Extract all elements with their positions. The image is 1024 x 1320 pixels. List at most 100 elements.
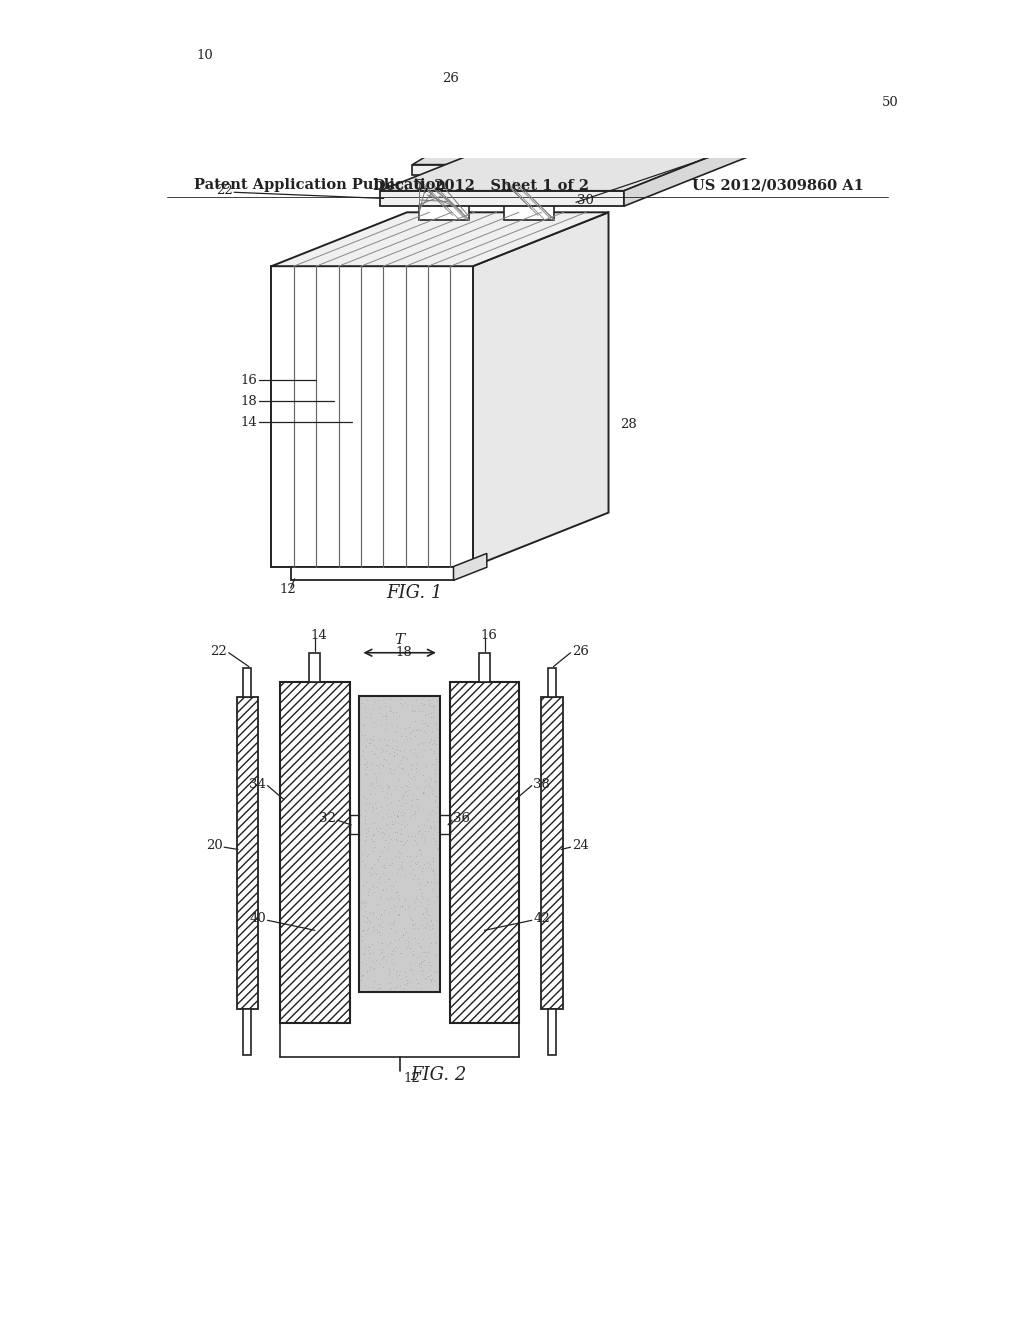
Point xyxy=(399,748,416,770)
Point xyxy=(364,706,380,727)
Point xyxy=(420,915,436,936)
Point xyxy=(394,923,411,944)
Point xyxy=(423,702,439,723)
Point xyxy=(394,756,411,777)
Point xyxy=(415,903,431,924)
Point xyxy=(400,895,417,916)
Point xyxy=(390,841,407,862)
Point xyxy=(367,836,383,857)
Point xyxy=(376,837,392,858)
Point xyxy=(403,700,420,721)
Point xyxy=(377,718,393,739)
Point xyxy=(366,812,382,833)
Point xyxy=(416,783,432,804)
Point xyxy=(361,792,378,813)
Point xyxy=(368,770,384,791)
Point xyxy=(394,925,411,946)
Point xyxy=(399,973,416,994)
Point xyxy=(389,974,406,995)
Point xyxy=(384,814,400,836)
Point xyxy=(390,755,407,776)
Point xyxy=(372,702,388,723)
Point xyxy=(386,721,402,742)
Point xyxy=(417,941,433,962)
Point xyxy=(357,896,374,917)
Point xyxy=(388,779,404,800)
Point xyxy=(404,858,421,879)
Point xyxy=(362,704,379,725)
Point xyxy=(400,972,417,993)
Point xyxy=(388,738,404,759)
Point xyxy=(391,904,408,925)
Point xyxy=(421,767,437,788)
Point xyxy=(420,871,436,892)
Text: 18: 18 xyxy=(395,647,413,659)
Point xyxy=(404,960,421,981)
Point xyxy=(361,879,378,900)
Point xyxy=(375,822,391,843)
Point xyxy=(397,890,414,911)
Point xyxy=(377,871,393,892)
Point xyxy=(391,859,408,880)
Point xyxy=(383,738,399,759)
Point xyxy=(409,888,425,909)
Point xyxy=(426,729,442,750)
Polygon shape xyxy=(799,98,838,131)
Point xyxy=(424,917,440,939)
Point xyxy=(402,960,419,981)
Point xyxy=(383,855,399,876)
Point xyxy=(416,777,432,799)
Point xyxy=(365,920,381,941)
Point xyxy=(375,855,391,876)
Point xyxy=(422,696,438,717)
Point xyxy=(394,785,411,807)
Point xyxy=(401,863,418,884)
Point xyxy=(423,965,439,986)
Point xyxy=(371,869,387,890)
Point xyxy=(387,812,403,833)
Point xyxy=(413,891,429,912)
Point xyxy=(429,751,445,772)
Point xyxy=(408,746,424,767)
Point xyxy=(414,941,430,962)
Point xyxy=(388,887,404,908)
Point xyxy=(359,961,376,982)
Point xyxy=(390,884,407,906)
Point xyxy=(426,733,442,754)
Point xyxy=(391,895,408,916)
Point xyxy=(364,800,380,821)
Point xyxy=(360,882,377,903)
Point xyxy=(371,851,387,873)
Point xyxy=(382,978,398,999)
Point xyxy=(408,865,424,886)
Point xyxy=(417,704,433,725)
Point xyxy=(396,747,413,768)
Point xyxy=(360,948,377,969)
Point xyxy=(422,871,438,892)
Point xyxy=(364,772,380,793)
Point xyxy=(420,784,436,805)
Point xyxy=(362,733,379,754)
Point xyxy=(376,854,392,875)
Point xyxy=(369,876,385,898)
Point xyxy=(370,746,386,767)
Point xyxy=(401,845,418,866)
Point xyxy=(358,788,375,809)
Point xyxy=(398,780,415,801)
Point xyxy=(389,807,406,828)
Circle shape xyxy=(844,99,878,133)
Point xyxy=(408,833,424,854)
Point xyxy=(360,733,377,754)
Point xyxy=(394,694,411,715)
Point xyxy=(358,751,375,772)
Point xyxy=(418,755,434,776)
Point xyxy=(358,961,375,982)
Point xyxy=(390,903,407,924)
Point xyxy=(358,924,375,945)
Point xyxy=(374,706,390,727)
Point xyxy=(401,727,418,748)
Point xyxy=(382,759,398,780)
Point xyxy=(360,937,377,958)
Point xyxy=(391,903,408,924)
Point xyxy=(388,731,404,752)
